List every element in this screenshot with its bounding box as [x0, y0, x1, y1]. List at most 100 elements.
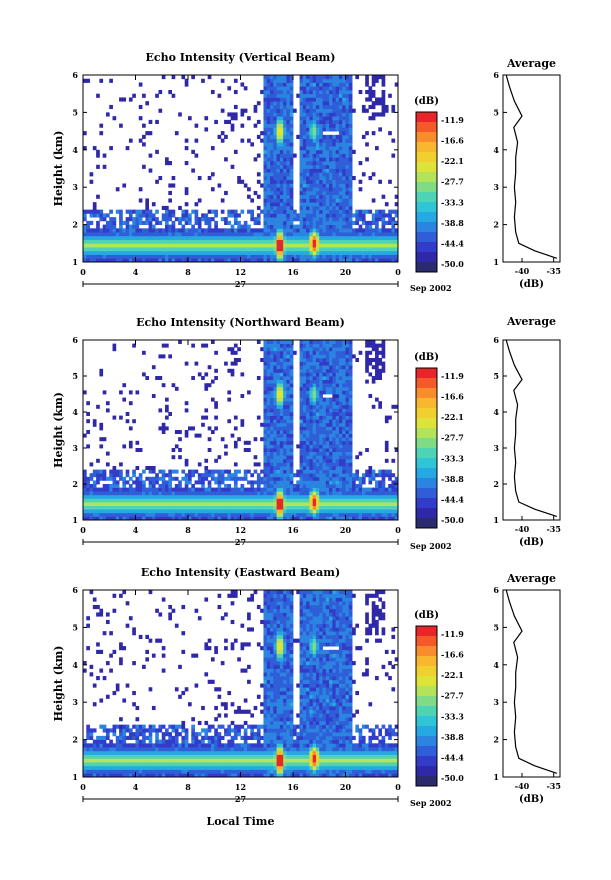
heatmap-cell [306, 101, 310, 105]
heatmap-cell [339, 135, 343, 139]
heatmap-cell [332, 509, 336, 513]
heatmap-cell [346, 195, 350, 199]
heatmap-cell [126, 240, 130, 244]
heatmap-cell [178, 513, 182, 517]
heatmap-cell [277, 509, 281, 513]
heatmap-cell [263, 365, 267, 369]
heatmap-cell [267, 506, 271, 510]
heatmap-cell [359, 477, 363, 481]
heatmap-cell [309, 419, 313, 423]
heatmap-cell [178, 484, 182, 488]
heatmap-cell [336, 354, 340, 358]
heatmap-cell [296, 491, 300, 495]
heatmap-cell [306, 455, 310, 459]
heatmap-cell [142, 491, 146, 495]
heatmap-cell [273, 146, 277, 150]
heatmap-cell [290, 423, 294, 427]
heatmap-cell [385, 247, 389, 251]
heatmap-cell [316, 116, 320, 120]
heatmap-cell [195, 255, 199, 259]
heatmap-cell [149, 251, 153, 255]
heatmap-cell [280, 105, 284, 109]
heatmap-cell [263, 444, 267, 448]
heatmap-cell [198, 372, 202, 376]
heatmap-cell [86, 79, 90, 83]
heatmap-cell [286, 172, 290, 176]
heatmap-cell [191, 243, 195, 247]
heatmap-cell [119, 477, 123, 481]
heatmap-cell [388, 94, 392, 98]
heatmap-cell [241, 484, 245, 488]
heatmap-cell [270, 251, 274, 255]
heatmap-cell [158, 484, 162, 488]
heatmap-cell [372, 477, 376, 481]
heatmap-cell [116, 187, 120, 191]
heatmap-cell [106, 491, 110, 495]
heatmap-cell [96, 513, 100, 517]
heatmap-cell [323, 94, 327, 98]
heatmap-cell [385, 470, 389, 474]
heatmap-cell [152, 240, 156, 244]
heatmap-cell [300, 112, 304, 116]
heatmap-cell [329, 154, 333, 158]
heatmap-cell [329, 86, 333, 90]
heatmap-cell [122, 495, 126, 499]
heatmap-cell [349, 394, 353, 398]
heatmap-cell [86, 498, 90, 502]
heatmap-cell [142, 484, 146, 488]
heatmap-cell [303, 437, 307, 441]
heatmap-cell [263, 502, 267, 506]
heatmap-cell [339, 150, 343, 154]
heatmap-cell [172, 232, 176, 236]
heatmap-cell [188, 240, 192, 244]
heatmap-cell [339, 347, 343, 351]
heatmap-cell [280, 347, 284, 351]
heatmap-cell [214, 488, 218, 492]
average-x-label: (dB) [519, 537, 544, 548]
heatmap-cell [270, 109, 274, 113]
heatmap-cell [339, 340, 343, 344]
heatmap-cell [267, 213, 271, 217]
heatmap-cell [300, 502, 304, 506]
heatmap-cell [273, 369, 277, 373]
heatmap-cell [368, 105, 372, 109]
heatmap-cell [346, 426, 350, 430]
heatmap-cell [362, 255, 366, 259]
heatmap-cell [185, 509, 189, 513]
heatmap-cell [303, 448, 307, 452]
heatmap-cell [162, 217, 166, 221]
heatmap-cell [283, 380, 287, 384]
heatmap-cell [319, 161, 323, 165]
heatmap-cell [368, 247, 372, 251]
heatmap-cell [83, 506, 87, 510]
heatmap-cell [152, 243, 156, 247]
heatmap-cell [149, 509, 153, 513]
average-y-tick-label: 5 [493, 107, 499, 117]
heatmap-cell [309, 142, 313, 146]
heatmap-cell [142, 135, 146, 139]
heatmap-cell [286, 228, 290, 232]
heatmap-cell [106, 513, 110, 517]
heatmap-cell [257, 221, 261, 225]
colorbar-swatch [416, 498, 437, 508]
heatmap-cell [346, 441, 350, 445]
heatmap-cell [191, 470, 195, 474]
heatmap-cell [178, 509, 182, 513]
heatmap-cell [290, 221, 294, 225]
heatmap-cell [122, 221, 126, 225]
heatmap-cell [385, 506, 389, 510]
heatmap-cell [355, 240, 359, 244]
heatmap-cell [339, 351, 343, 355]
heatmap-cell [201, 423, 205, 427]
heatmap-cell [391, 236, 395, 240]
heatmap-cell [90, 210, 94, 214]
heatmap-cell [185, 502, 189, 506]
heatmap-cell [280, 127, 284, 131]
heatmap-cell [349, 405, 353, 409]
heatmap-cell [280, 459, 284, 463]
heatmap-cell [319, 243, 323, 247]
heatmap-cell [136, 441, 140, 445]
heatmap-cell [388, 509, 392, 513]
heatmap-cell [191, 150, 195, 154]
heatmap-cell [90, 172, 94, 176]
